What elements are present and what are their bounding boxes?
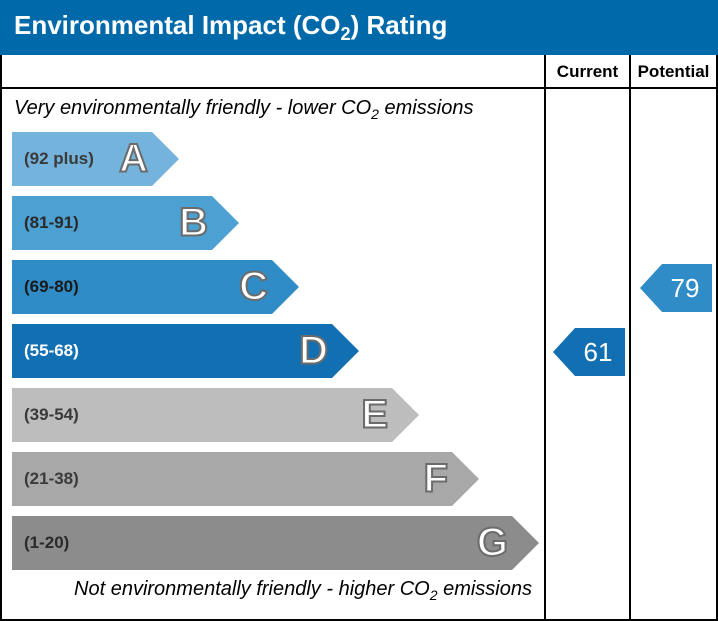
band-bar: (81-91) B bbox=[12, 196, 212, 250]
band-bar: (69-80) C bbox=[12, 260, 272, 314]
band-a: (92 plus) A bbox=[12, 132, 534, 186]
current-pointer: 61 bbox=[553, 328, 625, 376]
band-letter: D bbox=[299, 329, 328, 374]
current-header: Current bbox=[546, 55, 629, 89]
band-letter: E bbox=[361, 393, 388, 438]
band-c: (69-80) C bbox=[12, 260, 534, 314]
band-e: (39-54) E bbox=[12, 388, 534, 442]
band-bar: (92 plus) A bbox=[12, 132, 152, 186]
band-d: (55-68) D bbox=[12, 324, 534, 378]
band-letter: C bbox=[239, 265, 268, 310]
current-column: Current 61 bbox=[546, 55, 631, 619]
chart-frame: Very environmentally friendly - lower CO… bbox=[0, 55, 718, 621]
potential-pointer-value: 79 bbox=[662, 264, 712, 312]
bands-column-header bbox=[2, 55, 544, 89]
chart-title: Environmental Impact (CO2) Rating bbox=[0, 0, 718, 55]
band-letter: B bbox=[179, 201, 208, 246]
band-letter: A bbox=[119, 137, 148, 182]
potential-column: Potential 79 bbox=[631, 55, 716, 619]
band-range-label: (92 plus) bbox=[12, 149, 94, 169]
note-bottom: Not environmentally friendly - higher CO… bbox=[12, 574, 534, 607]
bands-container: (92 plus) A (81-91) B (69-80) C (55-68) D (39-54… bbox=[12, 132, 534, 570]
potential-pointer: 79 bbox=[640, 264, 712, 312]
note-top: Very environmentally friendly - lower CO… bbox=[12, 93, 534, 126]
band-range-label: (39-54) bbox=[12, 405, 79, 425]
bands-column: Very environmentally friendly - lower CO… bbox=[2, 55, 546, 619]
band-bar: (1-20) G bbox=[12, 516, 512, 570]
band-letter: F bbox=[424, 457, 448, 502]
band-range-label: (69-80) bbox=[12, 277, 79, 297]
band-range-label: (81-91) bbox=[12, 213, 79, 233]
band-range-label: (21-38) bbox=[12, 469, 79, 489]
band-bar: (55-68) D bbox=[12, 324, 332, 378]
current-pointer-value: 61 bbox=[575, 328, 625, 376]
band-f: (21-38) F bbox=[12, 452, 534, 506]
band-bar: (21-38) F bbox=[12, 452, 452, 506]
band-g: (1-20) G bbox=[12, 516, 534, 570]
band-range-label: (55-68) bbox=[12, 341, 79, 361]
potential-header: Potential bbox=[631, 55, 716, 89]
band-letter: G bbox=[477, 521, 508, 566]
band-range-label: (1-20) bbox=[12, 533, 69, 553]
band-bar: (39-54) E bbox=[12, 388, 392, 442]
band-b: (81-91) B bbox=[12, 196, 534, 250]
